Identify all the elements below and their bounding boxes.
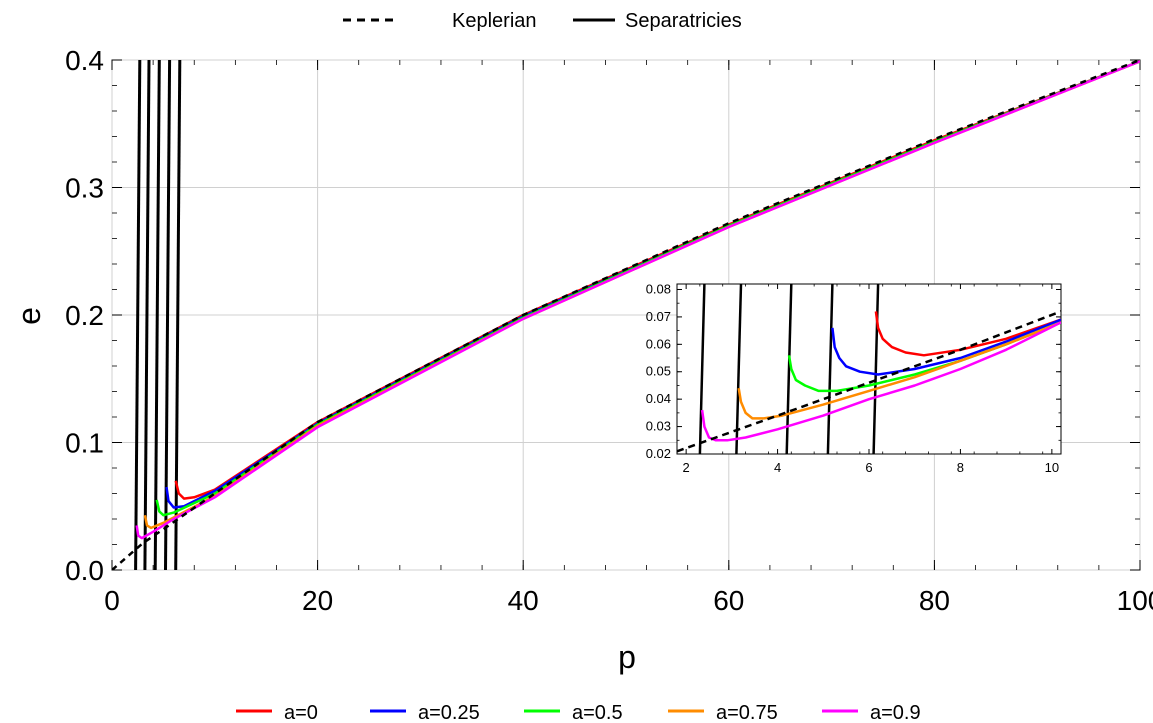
separatrix-line	[143, 60, 151, 570]
y-tick-label: 0.04	[646, 391, 671, 406]
separatrix-line	[872, 284, 880, 454]
inset-series	[677, 284, 1061, 454]
keplerian-line	[112, 60, 1140, 570]
y-tick-label: 0.0	[65, 555, 104, 586]
separatrix-line	[826, 284, 834, 454]
legend-bottom: a=0 a=0.25 a=0.5 a=0.75 a=0.9	[236, 702, 921, 723]
x-tick-label: 0	[104, 585, 120, 616]
x-tick-label: 10	[1045, 460, 1059, 475]
legend-a0-label: a=0	[284, 702, 318, 723]
x-tick-label: 8	[957, 460, 964, 475]
series-line-a-0-25	[831, 318, 1061, 376]
series-line-a-0-9	[135, 60, 1140, 540]
legend-a025-label: a=0.25	[418, 702, 480, 723]
legend-a09-label: a=0.9	[870, 702, 921, 723]
y-tick-label: 0.3	[65, 173, 104, 204]
legend-separatrix-label: Separatricies	[625, 10, 742, 32]
x-tick-label: 2	[683, 460, 690, 475]
legend-keplerian-label: Keplerian	[452, 10, 537, 32]
legend-a05-label: a=0.5	[572, 702, 623, 723]
y-tick-label: 0.06	[646, 336, 671, 351]
x-tick-label: 100	[1117, 585, 1153, 616]
y-tick-label: 0.07	[646, 309, 671, 324]
y-tick-label: 0.05	[646, 364, 671, 379]
separatrix-line	[134, 60, 142, 570]
separatrix-line	[698, 284, 706, 454]
main-series	[112, 60, 1140, 570]
x-tick-label: 60	[713, 585, 744, 616]
inset-plot-frame	[676, 283, 1062, 455]
y-axis-title: e	[11, 307, 47, 325]
inset-ticks: 2 4 6 8 10 0.02 0.03 0.04 0.05 0.06 0.07 0.08	[646, 281, 1061, 475]
main-ticks: 0 20 40 60 80 100 0.0 0.1 0.2 0.3 0.4	[65, 45, 1153, 616]
keplerian-line	[677, 310, 1061, 453]
y-tick-label: 0.08	[646, 281, 671, 296]
series-line-a-0	[874, 311, 1061, 357]
x-tick-label: 4	[774, 460, 781, 475]
x-tick-label: 40	[508, 585, 539, 616]
legend-a075-label: a=0.75	[716, 702, 778, 723]
y-tick-label: 0.02	[646, 446, 671, 461]
y-tick-label: 0.2	[65, 300, 104, 331]
series-line-a-0-75	[737, 321, 1061, 420]
series-line-a-0-9	[700, 321, 1061, 442]
separatrix-line	[153, 60, 161, 570]
x-tick-label: 80	[919, 585, 950, 616]
legend-top: Keplerian Separatricies	[343, 10, 742, 32]
separatrix-line	[735, 284, 743, 454]
y-tick-label: 0.03	[646, 419, 671, 434]
x-tick-label: 6	[865, 460, 872, 475]
separatrix-line	[164, 60, 172, 570]
x-tick-label: 20	[302, 585, 333, 616]
y-tick-label: 0.1	[65, 428, 104, 459]
x-axis-title: p	[618, 639, 636, 675]
y-tick-label: 0.4	[65, 45, 104, 76]
